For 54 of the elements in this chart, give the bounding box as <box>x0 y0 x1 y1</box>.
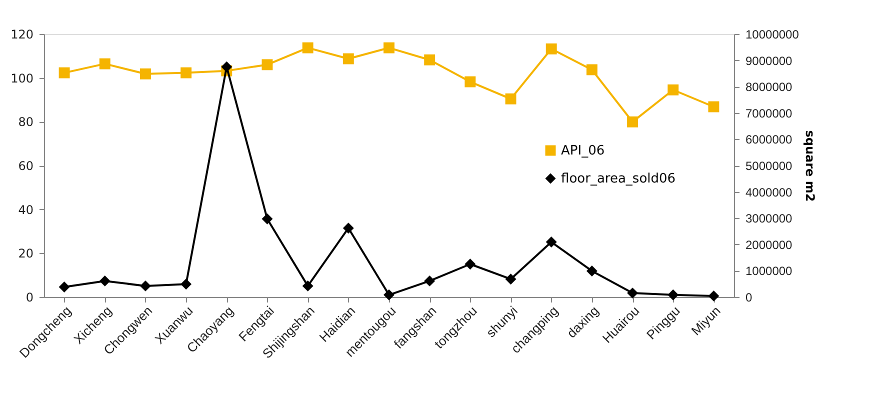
point <box>627 288 638 299</box>
y-tick-label: 60 <box>18 159 34 173</box>
y2-tick-label: 7000000 <box>746 106 793 120</box>
point <box>221 61 232 72</box>
point <box>99 58 110 70</box>
point <box>505 93 516 104</box>
point <box>58 67 70 78</box>
point <box>668 84 679 96</box>
point <box>302 42 314 54</box>
y2-tick-label: 1000000 <box>746 264 793 278</box>
point <box>546 43 557 54</box>
point <box>384 289 394 300</box>
point <box>586 265 598 276</box>
y2-tick-label: 2000000 <box>746 238 793 252</box>
y2-tick-label: 8000000 <box>746 80 793 94</box>
point <box>627 116 638 128</box>
point <box>708 101 720 112</box>
point <box>180 67 192 78</box>
point <box>424 275 436 286</box>
point <box>262 59 273 70</box>
point <box>262 213 273 224</box>
y-tick-label: 20 <box>18 246 34 261</box>
point <box>58 282 70 292</box>
y-tick-label: 40 <box>18 202 34 217</box>
y2-tick-label: 6000000 <box>746 132 793 147</box>
legend-label: floor_area_sold06 <box>561 172 676 186</box>
point <box>180 278 192 290</box>
point <box>140 280 151 292</box>
y2-tick-label: 4000000 <box>746 185 793 200</box>
point <box>546 236 557 248</box>
point <box>302 280 314 292</box>
point <box>99 275 110 286</box>
y2-tick-label: 9000000 <box>746 54 793 68</box>
point <box>464 258 476 270</box>
point <box>384 42 394 54</box>
y2-tick-label: 10000000 <box>746 28 800 42</box>
point <box>342 222 354 234</box>
y2-tick-label: 3000000 <box>746 212 793 226</box>
point <box>505 274 516 285</box>
y2-axis-title: square m2 <box>802 130 817 202</box>
y2-tick-label: 0 <box>746 290 752 304</box>
y2-tick-label: 5000000 <box>746 159 793 173</box>
y-tick-label: 80 <box>18 115 34 130</box>
legend-label: API_06 <box>561 144 605 158</box>
point <box>342 53 354 64</box>
point <box>140 68 151 80</box>
y-tick-label: 100 <box>10 71 34 86</box>
y-tick-label: 120 <box>10 28 34 42</box>
point <box>464 76 476 88</box>
point <box>708 290 720 302</box>
point <box>586 64 598 76</box>
point <box>424 54 436 66</box>
y-tick-label: 0 <box>26 290 34 304</box>
point <box>668 289 679 300</box>
